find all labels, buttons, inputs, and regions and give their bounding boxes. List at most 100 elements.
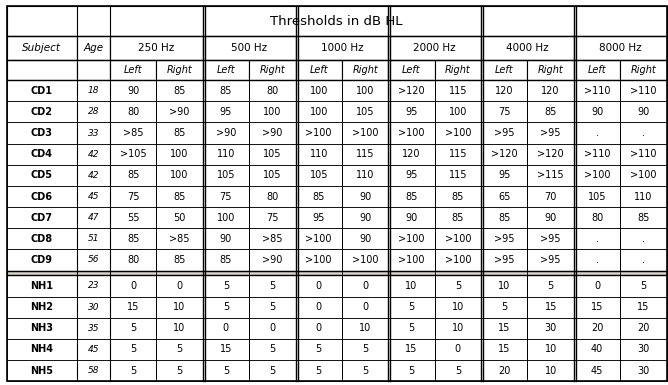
Bar: [435, 186, 481, 207]
Text: >100: >100: [305, 255, 332, 265]
Bar: [77, 36, 110, 60]
Bar: [156, 318, 202, 339]
Bar: [202, 318, 249, 339]
Text: 10: 10: [174, 323, 186, 333]
Bar: [481, 275, 528, 296]
Bar: [156, 60, 202, 80]
Bar: [621, 165, 667, 186]
Text: 20: 20: [591, 323, 603, 333]
Text: 5: 5: [455, 366, 461, 376]
Bar: [342, 101, 388, 122]
Bar: [342, 228, 388, 249]
Bar: [249, 207, 295, 228]
Text: 75: 75: [127, 191, 140, 201]
Text: 85: 85: [313, 191, 325, 201]
Bar: [528, 207, 574, 228]
Bar: [77, 186, 110, 207]
Bar: [574, 165, 621, 186]
Text: 80: 80: [267, 191, 279, 201]
Bar: [110, 318, 156, 339]
Text: 42: 42: [88, 150, 100, 159]
Bar: [621, 228, 667, 249]
Bar: [202, 165, 249, 186]
Text: >120: >120: [398, 86, 425, 96]
Text: .: .: [642, 128, 645, 138]
Text: .: .: [642, 234, 645, 244]
Text: 90: 90: [359, 191, 371, 201]
Text: 90: 90: [405, 213, 418, 223]
Text: 10: 10: [405, 281, 418, 291]
Bar: [156, 360, 202, 381]
Text: 0: 0: [362, 302, 368, 312]
Text: 85: 85: [174, 255, 186, 265]
Text: 105: 105: [588, 191, 607, 201]
Text: CD1: CD1: [31, 86, 53, 96]
Bar: [435, 228, 481, 249]
Bar: [342, 122, 388, 144]
Text: CD6: CD6: [31, 191, 53, 201]
Text: 55: 55: [127, 213, 140, 223]
Text: 5: 5: [501, 302, 508, 312]
Text: >85: >85: [169, 234, 190, 244]
Text: Left: Left: [588, 65, 607, 75]
Text: 90: 90: [127, 86, 139, 96]
Bar: [110, 249, 156, 271]
Bar: [110, 60, 156, 80]
Bar: [77, 296, 110, 318]
Text: >100: >100: [305, 128, 332, 138]
Bar: [110, 360, 156, 381]
Bar: [156, 186, 202, 207]
Text: >95: >95: [494, 255, 514, 265]
Bar: [574, 228, 621, 249]
Bar: [481, 249, 528, 271]
Bar: [574, 80, 621, 101]
Text: 58: 58: [88, 366, 100, 375]
Text: 5: 5: [548, 281, 554, 291]
Bar: [528, 360, 574, 381]
Bar: [621, 339, 667, 360]
Text: 75: 75: [220, 191, 232, 201]
Bar: [481, 228, 528, 249]
Bar: [249, 122, 295, 144]
Bar: [110, 339, 156, 360]
Bar: [110, 101, 156, 122]
Text: 45: 45: [88, 345, 100, 354]
Text: >90: >90: [170, 107, 190, 117]
Bar: [77, 60, 110, 80]
Bar: [77, 101, 110, 122]
Text: 5: 5: [223, 281, 229, 291]
Bar: [202, 207, 249, 228]
Text: 115: 115: [449, 86, 467, 96]
Bar: [202, 80, 249, 101]
Bar: [202, 275, 249, 296]
Text: 10: 10: [544, 345, 557, 355]
Text: Left: Left: [216, 65, 235, 75]
Text: >100: >100: [584, 171, 611, 180]
Bar: [7, 339, 77, 360]
Bar: [77, 339, 110, 360]
Text: 100: 100: [216, 213, 235, 223]
Text: 90: 90: [591, 107, 603, 117]
Bar: [295, 122, 342, 144]
Bar: [435, 275, 481, 296]
Bar: [295, 318, 342, 339]
Bar: [528, 228, 574, 249]
Bar: [295, 36, 388, 60]
Bar: [202, 101, 249, 122]
Bar: [388, 36, 481, 60]
Text: 40: 40: [591, 345, 603, 355]
Bar: [7, 271, 667, 275]
Text: Right: Right: [259, 65, 285, 75]
Text: 105: 105: [309, 171, 328, 180]
Bar: [435, 249, 481, 271]
Bar: [295, 165, 342, 186]
Bar: [621, 275, 667, 296]
Text: >120: >120: [537, 149, 564, 159]
Bar: [295, 80, 342, 101]
Bar: [435, 60, 481, 80]
Bar: [481, 339, 528, 360]
Bar: [7, 60, 77, 80]
Text: >100: >100: [445, 255, 471, 265]
Bar: [435, 144, 481, 165]
Text: 85: 85: [127, 171, 140, 180]
